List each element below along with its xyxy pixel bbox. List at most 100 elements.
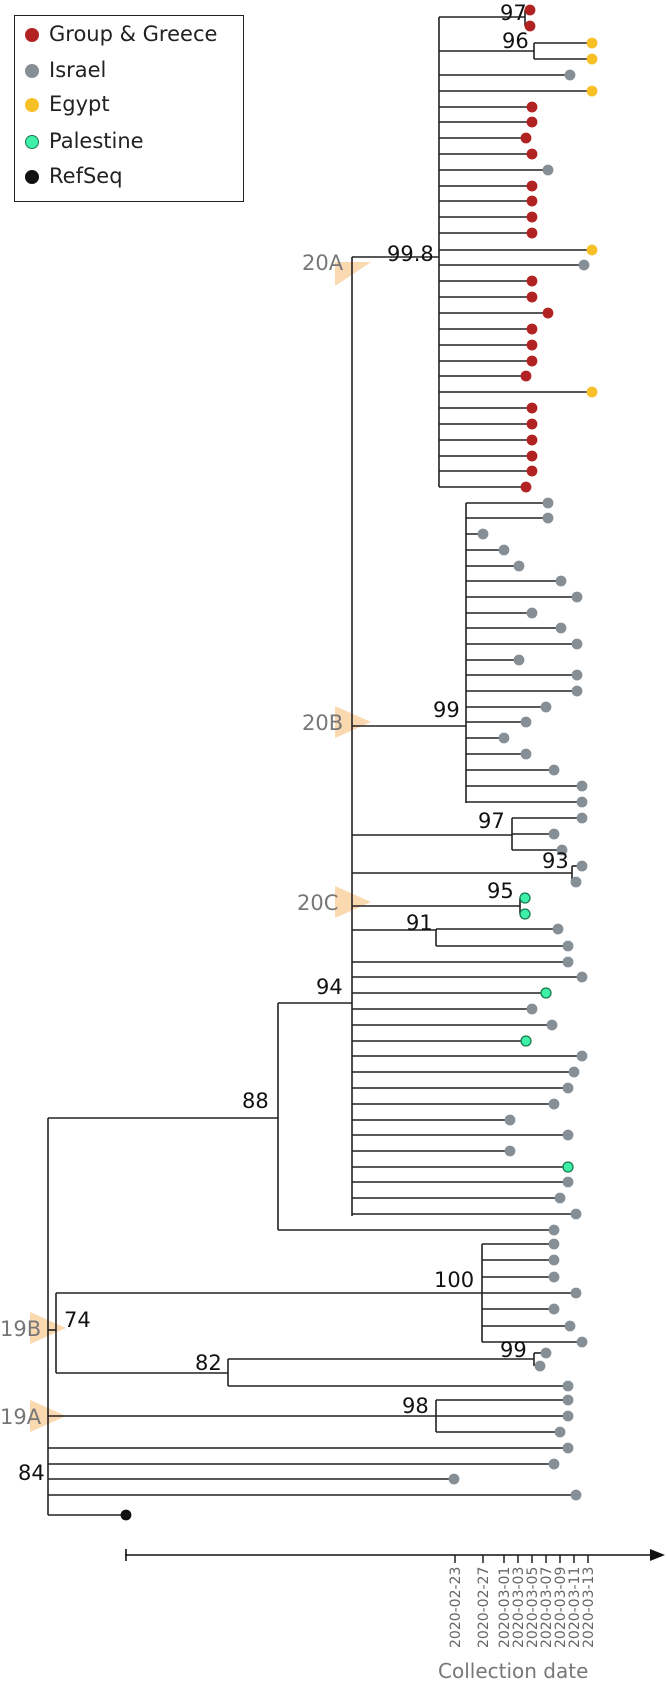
tip-marker [571, 591, 583, 603]
tip-marker [540, 987, 552, 999]
support-value: 84 [18, 1461, 45, 1485]
tip-marker [513, 560, 525, 572]
support-value: 97 [478, 809, 505, 833]
support-value: 93 [542, 849, 569, 873]
tip-marker [120, 1509, 132, 1521]
axis-tick-label: 2020-03-13 [581, 1567, 597, 1648]
tip-marker [576, 812, 588, 824]
tip-marker [542, 164, 554, 176]
tip-marker [562, 1394, 574, 1406]
tip-marker [548, 1098, 560, 1110]
tip-marker [571, 685, 583, 697]
tip-marker [526, 275, 538, 287]
tip-marker [548, 1271, 560, 1283]
tip-marker [554, 1426, 566, 1438]
clade-marker-20c [335, 886, 371, 918]
tip-marker [552, 923, 564, 935]
tip-marker [520, 748, 532, 760]
tip-marker [576, 1336, 588, 1348]
tip-marker [519, 892, 531, 904]
tip-marker [562, 940, 574, 952]
support-value: 91 [406, 911, 433, 935]
tip-marker [546, 1019, 558, 1031]
tip-marker [586, 85, 598, 97]
support-value: 100 [434, 1268, 474, 1292]
clade-label-20c: 20C [297, 891, 338, 915]
tip-marker [562, 1176, 574, 1188]
tip-marker [562, 1380, 574, 1392]
tip-marker [526, 355, 538, 367]
tip-marker [562, 1442, 574, 1454]
tip-marker [570, 876, 582, 888]
support-value: 82 [195, 1351, 222, 1375]
tip-marker [548, 1458, 560, 1470]
tip-marker [564, 69, 576, 81]
tip-marker [542, 307, 554, 319]
support-value: 74 [64, 1308, 91, 1332]
clade-marker-20a [335, 262, 371, 286]
tip-marker [526, 434, 538, 446]
tip-marker [586, 37, 598, 49]
tip-marker [448, 1473, 460, 1485]
legend: Group & Greece Israel Egypt Palestine Re… [14, 15, 244, 202]
tip-marker [504, 1114, 516, 1126]
support-value: 95 [487, 879, 514, 903]
support-value: 96 [502, 29, 529, 53]
tip-marker [526, 101, 538, 113]
tip-marker [548, 764, 560, 776]
tip-marker [576, 796, 588, 808]
tip-marker [519, 908, 531, 920]
tip-marker [586, 53, 598, 65]
tip-marker [576, 971, 588, 983]
legend-marker [25, 134, 39, 149]
tip-marker [526, 116, 538, 128]
tip-marker [520, 1035, 532, 1047]
tip-marker [586, 386, 598, 398]
axis-tick-label: 2020-03-05 [525, 1567, 541, 1648]
axis-tick-label: 2020-03-01 [497, 1567, 513, 1648]
tip-marker [555, 575, 567, 587]
tip-marker [562, 1082, 574, 1094]
tip-marker [534, 1360, 546, 1372]
axis-tick-label: 2020-03-03 [511, 1567, 527, 1648]
tip-marker [526, 291, 538, 303]
axis-tick-label: 2020-02-27 [476, 1567, 492, 1648]
legend-label: Palestine [49, 129, 144, 153]
tip-marker [562, 1410, 574, 1422]
support-value: 98 [402, 1394, 429, 1418]
tip-marker [540, 701, 552, 713]
tip-marker [526, 180, 538, 192]
time-axis-arrowhead [650, 1549, 665, 1561]
tip-marker [562, 1129, 574, 1141]
tip-marker [540, 1347, 552, 1359]
tip-marker [586, 244, 598, 256]
tip-marker [556, 844, 568, 856]
support-value: 97 [500, 1, 527, 25]
tip-marker [526, 402, 538, 414]
legend-marker [25, 169, 39, 184]
legend-label: Group & Greece [49, 22, 218, 46]
tip-marker [526, 339, 538, 351]
tip-marker [498, 732, 510, 744]
tip-marker [576, 860, 588, 872]
support-value: 88 [242, 1089, 269, 1113]
tip-marker [578, 259, 590, 271]
tip-marker [498, 544, 510, 556]
tip-marker [526, 227, 538, 239]
support-value: 94 [316, 975, 343, 999]
tip-marker [526, 148, 538, 160]
tip-marker [513, 654, 525, 666]
clade-label-19a: 19A [0, 1405, 42, 1429]
support-value: 99 [500, 1338, 527, 1362]
tip-marker [548, 828, 560, 840]
tip-marker [524, 4, 536, 16]
legend-marker [25, 63, 39, 78]
legend-marker [25, 27, 39, 42]
tip-marker [520, 481, 532, 493]
tip-marker [555, 622, 567, 634]
tip-marker [520, 132, 532, 144]
clade-label-19b: 19B [0, 1317, 41, 1341]
tip-marker [542, 512, 554, 524]
axis-tick-label: 2020-02-23 [448, 1567, 464, 1648]
